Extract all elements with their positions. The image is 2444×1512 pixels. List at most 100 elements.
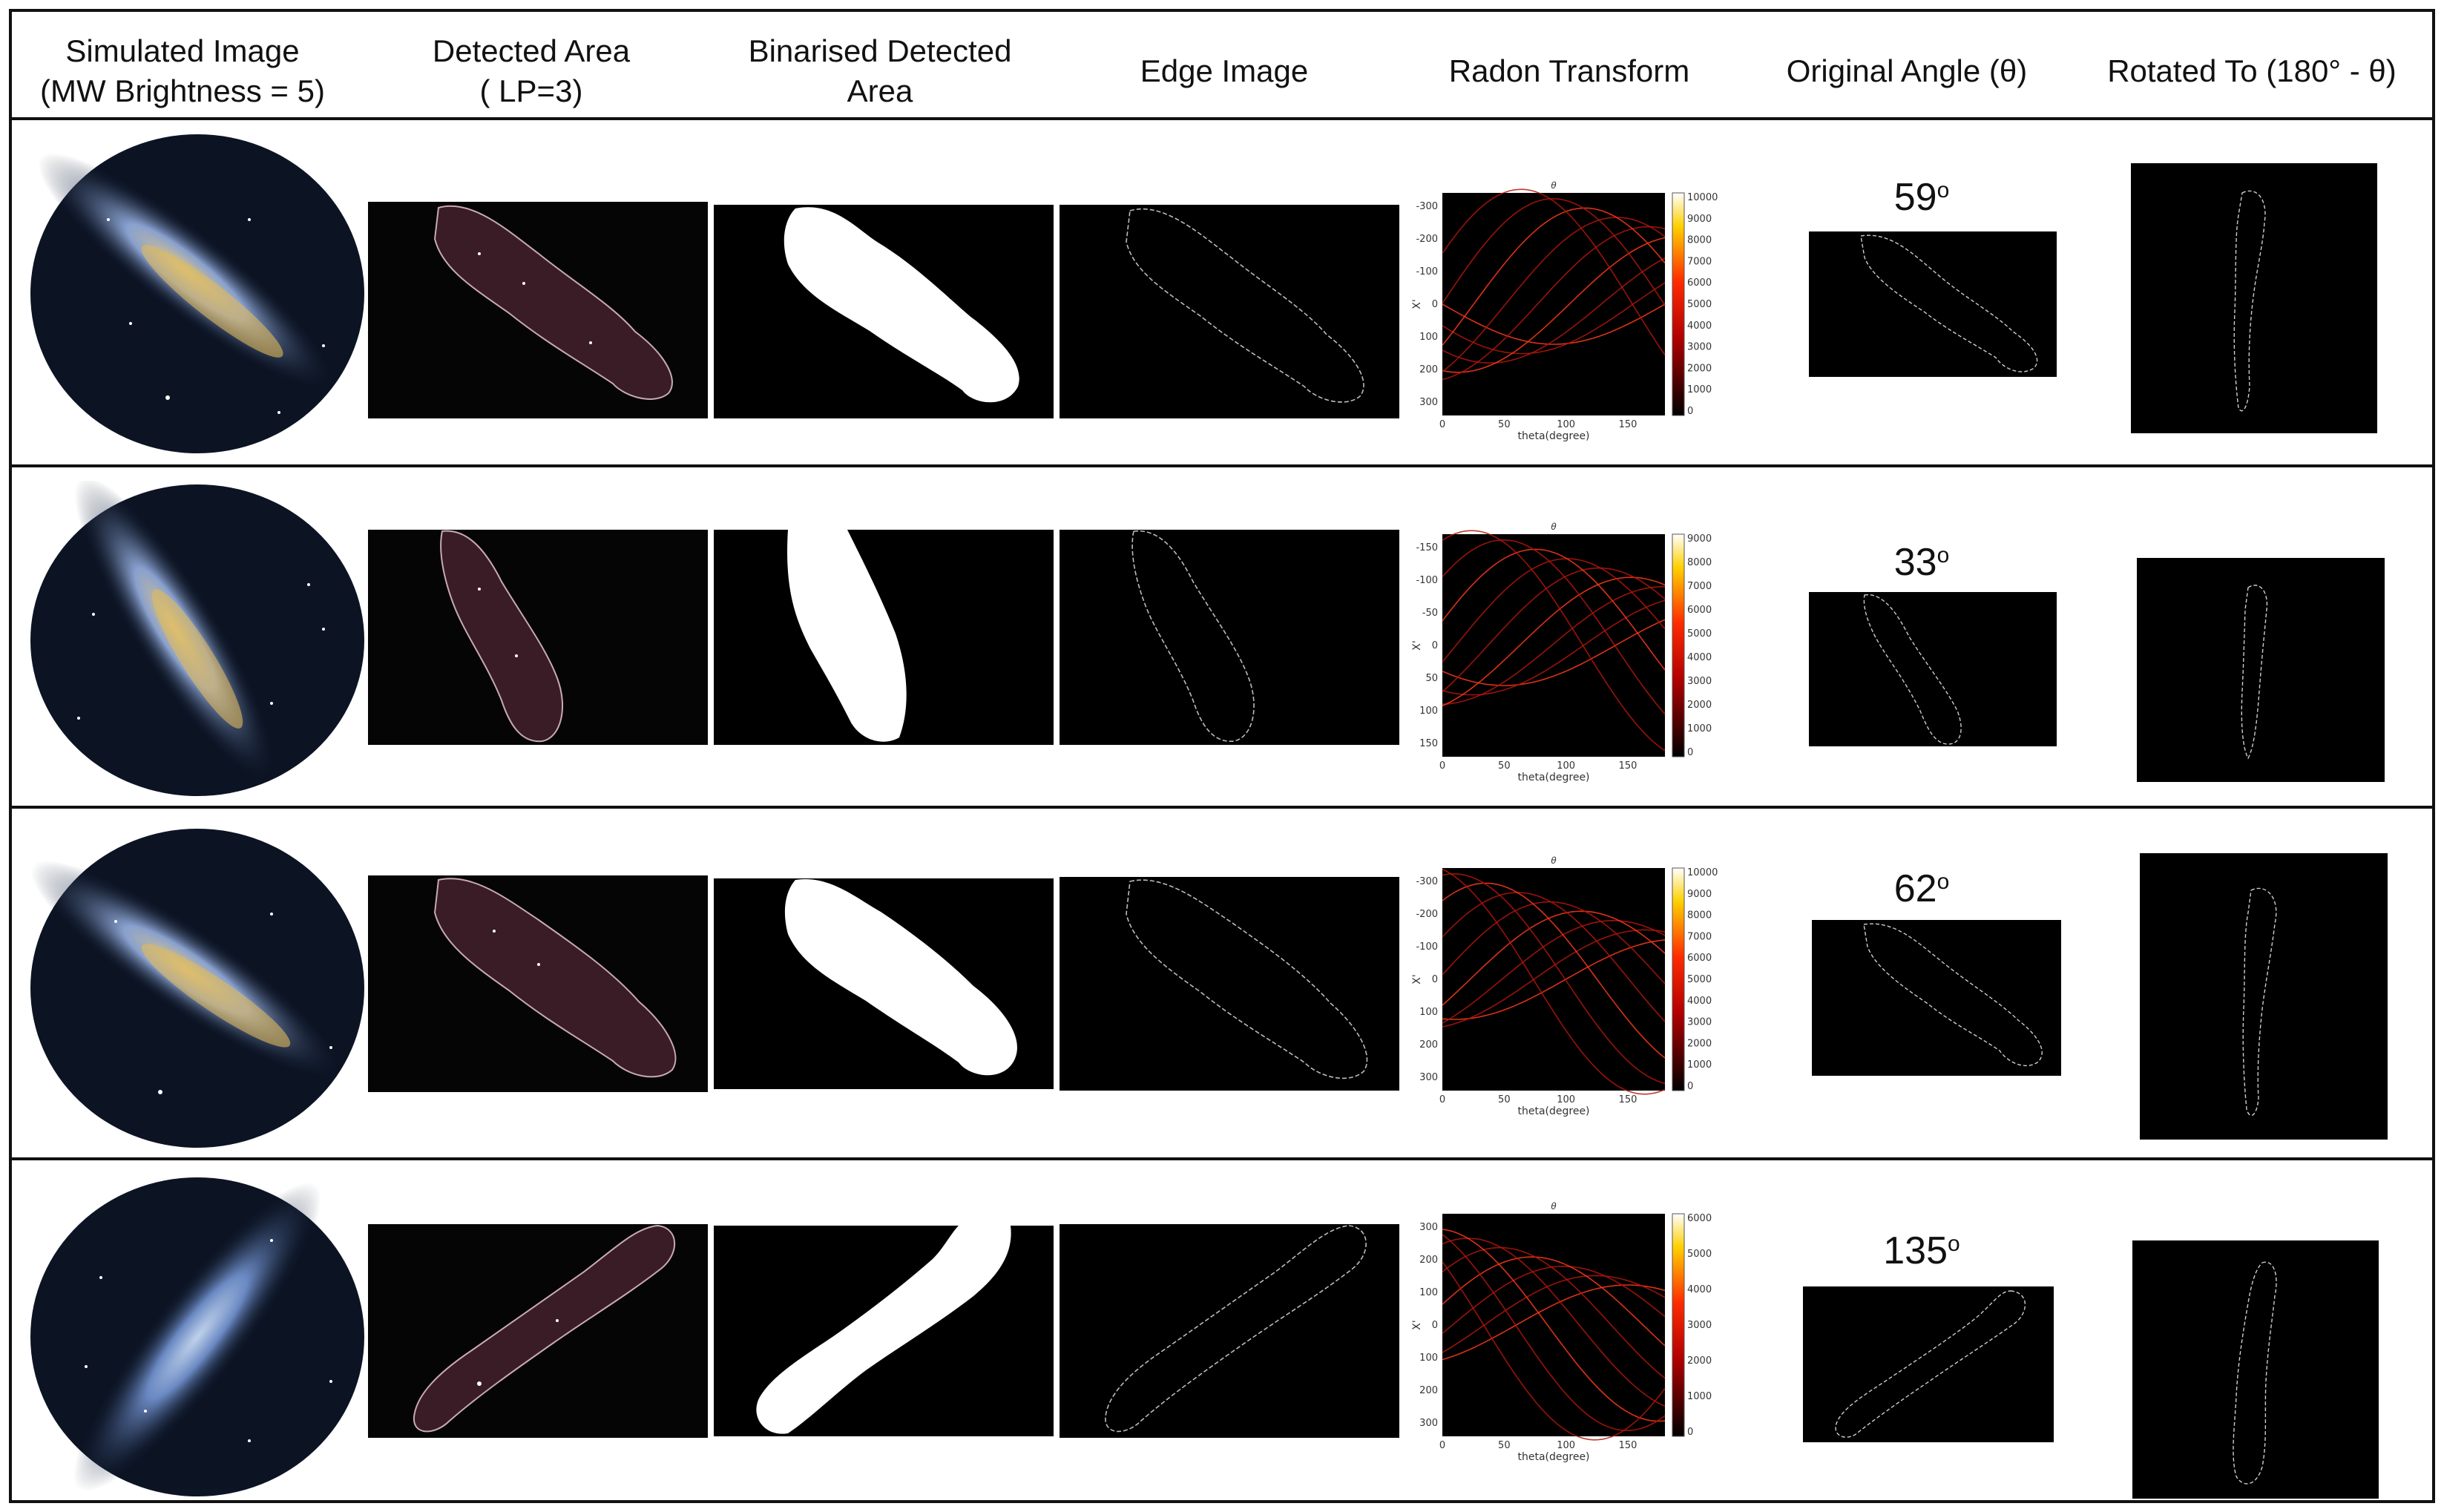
header-text: Radon Transform	[1448, 53, 1690, 88]
header-radon-transform: Radon Transform	[1395, 19, 1744, 123]
radon-colorbar-tick: 0	[1687, 1427, 1693, 1438]
radon-xlabel: theta(degree)	[1517, 1105, 1589, 1117]
binarised-area-image	[714, 878, 1054, 1089]
radon-colorbar-tick: 4000	[1687, 652, 1712, 663]
edge-image	[1060, 877, 1399, 1091]
radon-xtick: 50	[1498, 760, 1511, 772]
header-text: Rotated To (180° - θ)	[2107, 53, 2397, 88]
original-angle-label: 135o	[1883, 1229, 1960, 1272]
radon-ytick: 200	[1419, 364, 1438, 375]
radon-ytick: 200	[1419, 1255, 1438, 1266]
radon-colorbar-tick: 8000	[1687, 557, 1712, 568]
radon-colorbar-tick: 0	[1687, 1081, 1693, 1092]
radon-colorbar-tick: 9000	[1687, 533, 1712, 545]
radon-sinusoids	[1442, 868, 1666, 1095]
radon-ytick: 0	[1432, 1320, 1438, 1331]
radon-title: θ	[1551, 522, 1557, 532]
radon-colorbar-tick: 6000	[1687, 1213, 1712, 1224]
radon-ytick: -200	[1416, 909, 1438, 920]
radon-colorbar-tick: 0	[1687, 747, 1693, 758]
radon-ytick: 50	[1425, 673, 1438, 684]
radon-ytick: -150	[1416, 542, 1438, 553]
radon-colorbar-tick: 3000	[1687, 342, 1712, 353]
radon-ytick: -100	[1416, 266, 1438, 277]
original-angle-label: 62o	[1893, 867, 1950, 910]
radon-xtick: 50	[1498, 1440, 1511, 1451]
radon-ytick: -100	[1416, 575, 1438, 586]
radon-colorbar-tick: 4000	[1687, 996, 1712, 1007]
row-separator	[10, 117, 2434, 120]
simulated-sky-image	[30, 829, 364, 1148]
radon-xtick: 150	[1619, 419, 1637, 430]
radon-xtick: 100	[1557, 419, 1575, 430]
radon-ytick: -50	[1422, 608, 1438, 619]
radon-ytick: 0	[1432, 640, 1438, 651]
radon-title: θ	[1551, 1201, 1557, 1212]
radon-colorbar-tick: 4000	[1687, 1284, 1712, 1295]
radon-ylabel: X'	[1411, 640, 1423, 650]
original-angle-edge	[1812, 920, 2061, 1076]
radon-ylabel: X'	[1411, 974, 1423, 984]
header-text: Simulated Image	[65, 33, 300, 68]
radon-xtick: 50	[1498, 419, 1511, 430]
radon-ytick: -300	[1416, 201, 1438, 212]
detected-area-image	[368, 1224, 708, 1438]
header-text: Detected Area	[432, 33, 631, 68]
radon-colorbar-tick: 10000	[1687, 867, 1718, 878]
radon-colorbar-tick: 2000	[1687, 1038, 1712, 1049]
radon-xtick: 50	[1498, 1094, 1511, 1105]
radon-colorbar-tick: 1000	[1687, 384, 1712, 395]
radon-xtick: 100	[1557, 1094, 1575, 1105]
radon-xtick: 150	[1619, 1440, 1637, 1451]
radon-colorbar-tick: 5000	[1687, 299, 1712, 310]
radon-plot-area	[1442, 534, 1665, 757]
radon-ytick: 100	[1419, 332, 1438, 343]
radon-colorbar-tick: 6000	[1687, 953, 1712, 964]
radon-colorbar-tick: 3000	[1687, 1017, 1712, 1028]
radon-ytick: -200	[1416, 234, 1438, 245]
edge-image	[1060, 1224, 1399, 1438]
original-angle-edge	[1809, 592, 2057, 746]
radon-ytick: 300	[1419, 1418, 1438, 1429]
detected-area-image	[368, 875, 708, 1092]
header-detected-area: Detected Area ( LP=3)	[361, 19, 702, 123]
radon-colorbar-tick: 2000	[1687, 1355, 1712, 1367]
radon-sinusoids	[1442, 530, 1666, 752]
radon-xtick: 150	[1619, 1094, 1637, 1105]
radon-ytick: 0	[1432, 974, 1438, 985]
original-angle-label: 33o	[1893, 541, 1950, 584]
radon-ytick: 300	[1419, 397, 1438, 408]
radon-ytick: 100	[1419, 1352, 1438, 1364]
radon-ytick: 100	[1419, 1287, 1438, 1298]
radon-colorbar	[1672, 192, 1685, 416]
radon-colorbar-tick: 8000	[1687, 235, 1712, 246]
radon-ytick: 100	[1419, 1007, 1438, 1018]
detected-area-image	[368, 530, 708, 745]
radon-colorbar	[1672, 867, 1685, 1091]
radon-ytick: 200	[1419, 1385, 1438, 1396]
header-edge-image: Edge Image	[1054, 19, 1395, 123]
header-text: Original Angle (θ)	[1786, 53, 2028, 88]
radon-colorbar-tick: 5000	[1687, 628, 1712, 640]
binarised-area-image	[714, 1226, 1054, 1436]
radon-colorbar-tick: 3000	[1687, 1320, 1712, 1331]
radon-colorbar-tick: 5000	[1687, 1249, 1712, 1260]
detected-area-image	[368, 202, 708, 418]
radon-colorbar	[1672, 533, 1685, 757]
radon-ytick: 150	[1419, 738, 1438, 749]
radon-colorbar-tick: 2000	[1687, 363, 1712, 374]
radon-plot-area	[1442, 193, 1665, 415]
radon-colorbar-tick: 8000	[1687, 910, 1712, 921]
header-binarised-area: Binarised Detected Area	[709, 19, 1051, 123]
radon-colorbar-tick: 6000	[1687, 277, 1712, 289]
simulated-sky-image	[30, 134, 364, 453]
header-subtext: ( LP=3)	[479, 73, 583, 108]
header-rotated-to: Rotated To (180° - θ)	[2077, 19, 2426, 123]
radon-xlabel: theta(degree)	[1517, 430, 1589, 442]
radon-colorbar-tick: 5000	[1687, 974, 1712, 985]
radon-colorbar-tick: 1000	[1687, 1059, 1712, 1071]
radon-ytick: 200	[1419, 1039, 1438, 1051]
